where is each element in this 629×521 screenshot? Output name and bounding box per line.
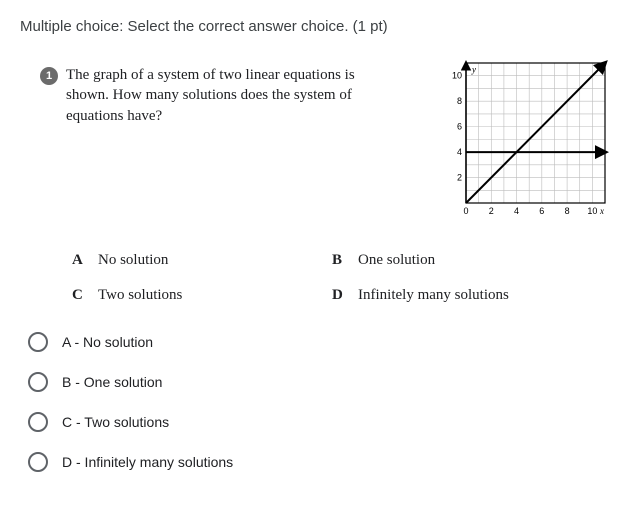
chart-container: 0246810246810xy xyxy=(444,59,609,222)
radio-option-c[interactable]: C - Two solutions xyxy=(28,412,609,432)
radio-label: D - Infinitely many solutions xyxy=(62,454,233,470)
svg-text:4: 4 xyxy=(514,206,519,216)
answer-option-b: B One solution xyxy=(332,252,592,269)
answer-letter: C xyxy=(72,287,86,304)
answer-grid: A No solution B One solution C Two solut… xyxy=(72,252,609,304)
instruction-text: Multiple choice: Select the correct answ… xyxy=(20,18,609,35)
svg-text:0: 0 xyxy=(463,206,468,216)
svg-text:y: y xyxy=(471,64,476,74)
svg-text:6: 6 xyxy=(539,206,544,216)
svg-text:8: 8 xyxy=(565,206,570,216)
svg-text:10: 10 xyxy=(452,71,462,81)
answer-letter: D xyxy=(332,287,346,304)
question-block: 1 The graph of a system of two linear eq… xyxy=(40,65,609,222)
svg-text:2: 2 xyxy=(489,206,494,216)
svg-text:8: 8 xyxy=(457,96,462,106)
radio-circle-icon xyxy=(28,412,48,432)
radio-circle-icon xyxy=(28,452,48,472)
radio-option-a[interactable]: A - No solution xyxy=(28,332,609,352)
radio-option-b[interactable]: B - One solution xyxy=(28,372,609,392)
answer-option-a: A No solution xyxy=(72,252,332,269)
radio-option-d[interactable]: D - Infinitely many solutions xyxy=(28,452,609,472)
answer-letter: A xyxy=(72,252,86,269)
svg-text:6: 6 xyxy=(457,122,462,132)
answer-text: Two solutions xyxy=(98,287,182,304)
radio-label: B - One solution xyxy=(62,374,162,390)
question-left: 1 The graph of a system of two linear eq… xyxy=(40,65,404,222)
answer-text: One solution xyxy=(358,252,435,269)
radio-circle-icon xyxy=(28,372,48,392)
answer-option-d: D Infinitely many solutions xyxy=(332,287,592,304)
radio-circle-icon xyxy=(28,332,48,352)
question-text: The graph of a system of two linear equa… xyxy=(66,65,386,222)
svg-text:10: 10 xyxy=(587,206,597,216)
answer-letter: B xyxy=(332,252,346,269)
answer-option-c: C Two solutions xyxy=(72,287,332,304)
radio-list: A - No solution B - One solution C - Two… xyxy=(28,332,609,472)
question-number-badge: 1 xyxy=(40,67,58,85)
equations-graph: 0246810246810xy xyxy=(444,59,609,219)
svg-text:x: x xyxy=(599,206,604,216)
answer-text: No solution xyxy=(98,252,168,269)
answer-text: Infinitely many solutions xyxy=(358,287,509,304)
radio-label: A - No solution xyxy=(62,334,153,350)
svg-text:2: 2 xyxy=(457,173,462,183)
svg-text:4: 4 xyxy=(457,147,462,157)
radio-label: C - Two solutions xyxy=(62,414,169,430)
